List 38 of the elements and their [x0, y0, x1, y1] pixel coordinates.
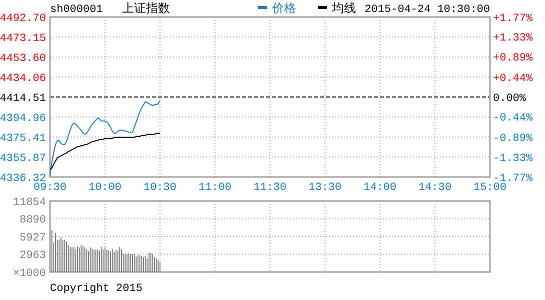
- chart-subtitle: sh000001: [50, 4, 104, 16]
- y-tick-label: 4434.06: [0, 72, 46, 85]
- y-tick-label: 11854: [12, 196, 46, 209]
- text: Copyright 2015: [50, 283, 142, 295]
- y-tick-label: 4375.41: [0, 132, 46, 145]
- y-tick-label: 2963: [20, 250, 46, 262]
- y2-tick-label: +1.77%: [493, 12, 534, 25]
- y-tick-label: 4453.60: [0, 52, 46, 65]
- x-tick-label: 14:30: [418, 182, 452, 194]
- y-tick-label: 5927: [20, 232, 46, 244]
- x-tick-label: 10:30: [143, 182, 177, 194]
- x-tick-label: 09:30: [33, 182, 67, 194]
- x-tick-label: 13:30: [308, 182, 342, 194]
- y-axis-title: ×1000: [12, 268, 46, 280]
- legend-label: 均线: [331, 1, 356, 16]
- text: 2015-04-24 10:30:00: [364, 4, 490, 16]
- y2-tick-label: 0.00%: [493, 92, 526, 105]
- line-series: [50, 132, 160, 170]
- y-tick-label: 4492.70: [0, 12, 46, 25]
- x-tick-label: 14:00: [363, 182, 397, 194]
- y2-tick-label: +0.89%: [493, 52, 534, 65]
- legend-label: 价格: [271, 1, 296, 16]
- x-tick-label: 10:00: [88, 182, 122, 194]
- y2-tick-label: -1.33%: [493, 152, 534, 165]
- y-tick-label: 4394.96: [0, 112, 46, 125]
- y-tick-label: 8890: [20, 214, 46, 227]
- x-tick-label: 15:00: [473, 182, 507, 194]
- chart-title: 上证指数: [122, 1, 170, 15]
- y2-tick-label: -0.89%: [493, 133, 534, 146]
- y2-tick-label: +0.44%: [493, 72, 534, 85]
- y2-tick-label: +1.33%: [493, 32, 534, 45]
- line-series: [50, 100, 160, 177]
- y-tick-label: 4414.51: [0, 92, 46, 105]
- y2-tick-label: -0.44%: [493, 112, 534, 125]
- y-tick-label: 4473.15: [0, 32, 46, 45]
- x-tick-label: 11:00: [198, 182, 232, 194]
- y-tick-label: 4355.87: [0, 152, 46, 165]
- x-tick-label: 11:30: [253, 182, 287, 194]
